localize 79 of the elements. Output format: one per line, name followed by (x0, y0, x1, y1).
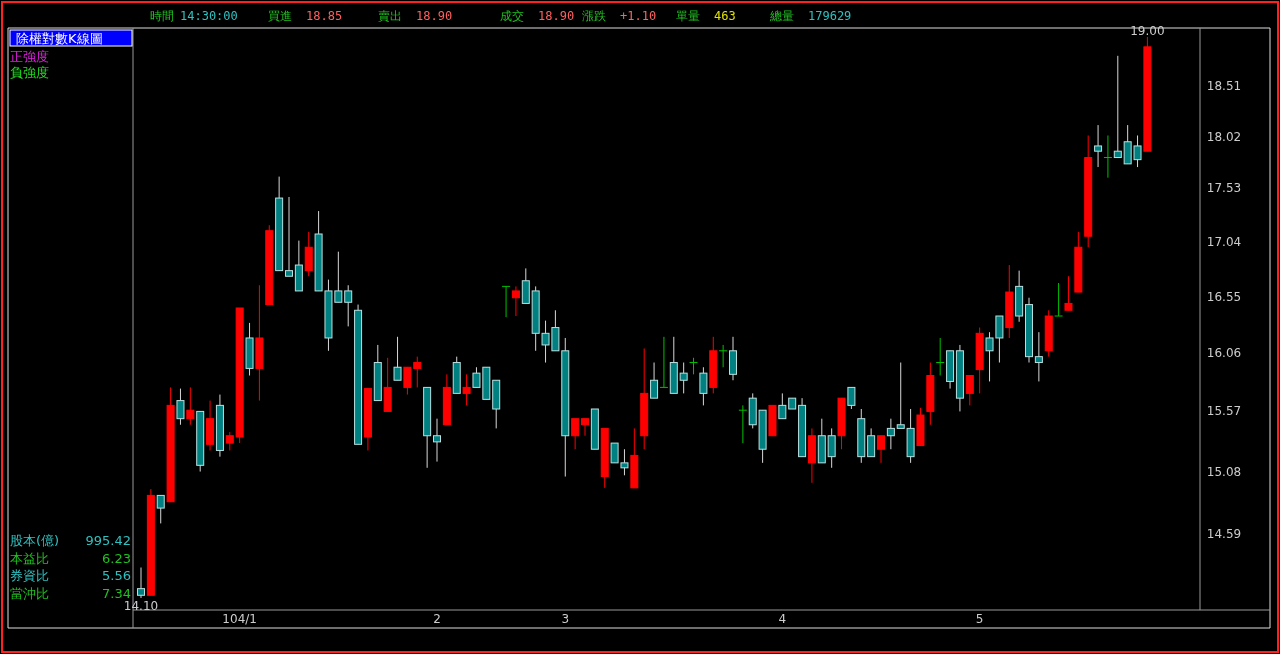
candlestick (965, 375, 974, 406)
candlestick (393, 336, 402, 381)
y-tick-label: 15.57 (1206, 404, 1242, 419)
x-tick-label: 3 (561, 612, 570, 626)
candlestick (1064, 275, 1073, 311)
candlestick (679, 362, 688, 394)
candlestick (827, 427, 836, 469)
annotation: 19.00 (1130, 23, 1165, 38)
text: 券資比 (10, 568, 49, 583)
candlestick (462, 373, 471, 406)
text: 179629 (808, 9, 852, 23)
candlestick (847, 386, 856, 410)
candlestick (718, 344, 728, 368)
candlestick (571, 418, 580, 450)
text: 成交 (500, 9, 524, 23)
text: 7.34 (102, 585, 131, 601)
candlestick (1034, 331, 1043, 382)
candlestick (511, 285, 520, 317)
candlestick (1103, 134, 1113, 179)
candlestick (778, 392, 787, 420)
y-tick-label: 17.53 (1206, 181, 1242, 196)
text: 單量 (676, 9, 700, 23)
text: 14:30:00 (180, 9, 238, 23)
x-tick-label: 4 (778, 612, 787, 626)
x-tick-label: 104/1 (222, 612, 257, 626)
candlestick (137, 567, 145, 599)
y-tick-label: 15.08 (1206, 464, 1242, 479)
text: 18.90 (538, 9, 575, 23)
candlestick (285, 196, 293, 277)
y-tick-label: 16.06 (1206, 346, 1242, 361)
text: 18.85 (306, 9, 343, 23)
candlestick (156, 494, 165, 524)
text: 股本(億) (10, 533, 60, 548)
candlestick (521, 267, 530, 304)
x-tick-label: 5 (975, 612, 984, 626)
candlestick (867, 427, 876, 458)
text: 買進 (268, 9, 292, 23)
text: 995.42 (85, 533, 131, 548)
text: 賣出 (378, 9, 402, 23)
text: 6.23 (102, 550, 131, 566)
candlestick (935, 337, 945, 377)
text: 時間 (150, 9, 174, 23)
text: 漲跌 (582, 9, 606, 23)
y-tick-label: 16.55 (1206, 289, 1242, 304)
candlestick (1094, 124, 1103, 168)
candlestick (344, 284, 353, 327)
candlestick (433, 418, 441, 463)
candlestick (650, 362, 659, 399)
candlestick (501, 285, 511, 318)
candlestick (1054, 282, 1064, 317)
text: 負強度 (10, 65, 49, 80)
text: 本益比 (10, 550, 49, 566)
chart-title: 除權對數K線圖 (16, 31, 103, 46)
annotation: 14.10 (123, 598, 159, 613)
x-tick-label: 2 (433, 612, 441, 626)
candlestick (1113, 55, 1122, 159)
text: 18.90 (416, 9, 453, 23)
y-tick-label: 14.59 (1206, 526, 1242, 541)
y-tick-label: 18.51 (1206, 79, 1242, 94)
text: 總量 (769, 9, 794, 23)
candlestick (225, 431, 234, 451)
y-tick-label: 18.02 (1206, 129, 1242, 144)
candlestick (699, 366, 708, 406)
candlestick (176, 388, 185, 426)
candlestick (581, 418, 589, 437)
text: 當沖比 (10, 585, 49, 601)
candlestick (886, 418, 895, 450)
text: 5.56 (102, 568, 131, 583)
candlestick (383, 357, 392, 412)
candlestick (877, 435, 885, 464)
text: 正強度 (10, 49, 49, 64)
candlestick (729, 336, 737, 381)
candlestick (304, 231, 313, 277)
y-tick-label: 17.04 (1206, 234, 1242, 249)
text: +1.10 (620, 9, 657, 23)
candlestick (186, 386, 195, 426)
candlestick (659, 336, 669, 388)
candlestick (738, 404, 748, 444)
text: 463 (714, 9, 736, 23)
